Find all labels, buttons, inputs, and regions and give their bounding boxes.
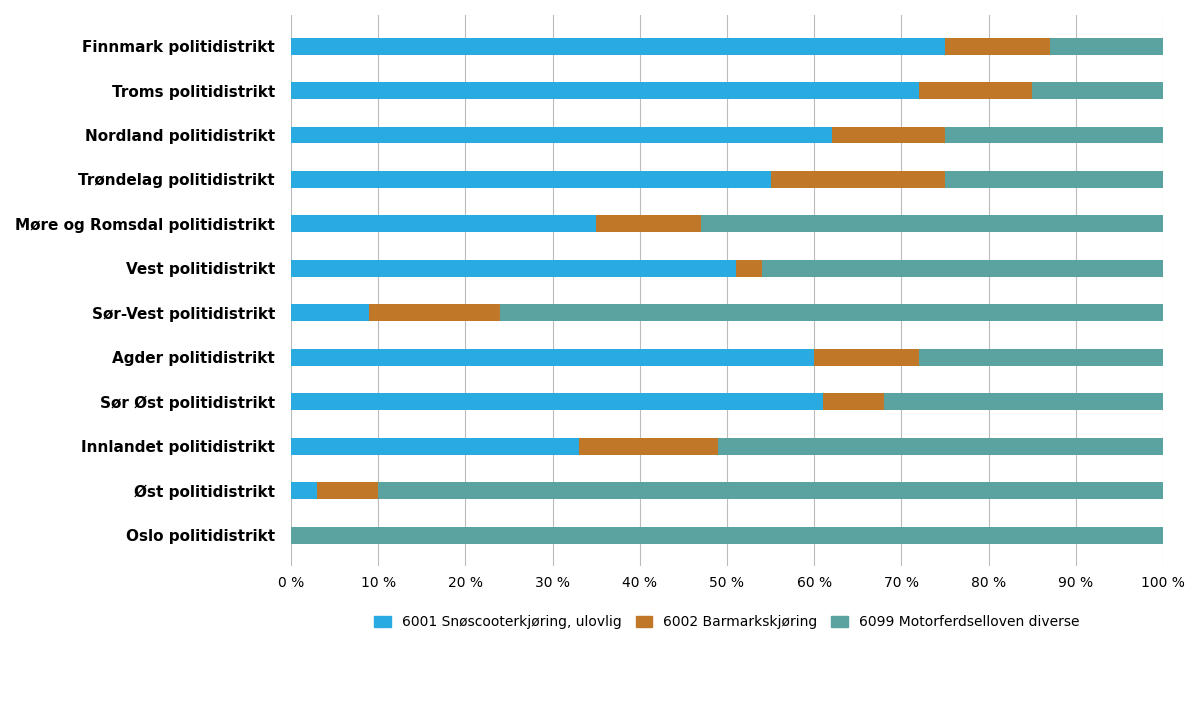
Bar bbox=[290, 37, 946, 54]
Bar bbox=[946, 127, 1163, 144]
Bar bbox=[946, 37, 1050, 54]
Bar bbox=[290, 305, 370, 321]
Bar bbox=[1032, 82, 1163, 99]
Legend: 6001 Snøscooterkjøring, ulovlig, 6002 Barmarkskjøring, 6099 Motorferdselloven di: 6001 Snøscooterkjøring, ulovlig, 6002 Ba… bbox=[367, 609, 1087, 636]
Bar bbox=[317, 482, 378, 499]
Bar bbox=[919, 82, 1032, 99]
Bar bbox=[290, 438, 578, 455]
Bar bbox=[736, 260, 762, 277]
Bar bbox=[884, 393, 1163, 410]
Bar bbox=[290, 171, 770, 188]
Bar bbox=[770, 171, 946, 188]
Bar bbox=[1050, 37, 1163, 54]
Bar bbox=[823, 393, 884, 410]
Bar bbox=[762, 260, 1163, 277]
Bar bbox=[500, 305, 1163, 321]
Bar bbox=[370, 305, 500, 321]
Bar bbox=[290, 527, 1163, 544]
Bar bbox=[290, 349, 814, 366]
Bar bbox=[290, 216, 596, 233]
Bar bbox=[814, 349, 919, 366]
Bar bbox=[596, 216, 701, 233]
Bar bbox=[719, 438, 1163, 455]
Bar bbox=[701, 216, 1163, 233]
Bar bbox=[290, 260, 736, 277]
Bar bbox=[290, 393, 823, 410]
Bar bbox=[919, 349, 1163, 366]
Bar bbox=[832, 127, 946, 144]
Bar bbox=[290, 82, 919, 99]
Bar bbox=[290, 127, 832, 144]
Bar bbox=[290, 482, 317, 499]
Bar bbox=[378, 482, 1163, 499]
Bar bbox=[946, 171, 1163, 188]
Bar bbox=[578, 438, 719, 455]
